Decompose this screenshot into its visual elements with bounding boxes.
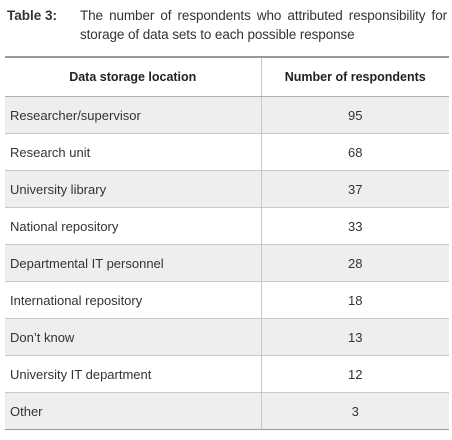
- cell-location: National repository: [5, 207, 261, 245]
- cell-count: 28: [260, 244, 449, 282]
- cell-location: International repository: [5, 281, 261, 319]
- cell-count: 37: [260, 170, 449, 208]
- cell-count: 18: [260, 281, 449, 319]
- table-caption-label: Table 3:: [7, 8, 58, 23]
- cell-location: University library: [5, 170, 261, 208]
- cell-count: 95: [260, 96, 449, 134]
- cell-count: 68: [260, 133, 449, 171]
- table-row: National repository 33: [5, 207, 449, 245]
- cell-location: Research unit: [5, 133, 261, 171]
- column-header-location: Data storage location: [5, 56, 261, 97]
- table-row: University library 37: [5, 170, 449, 208]
- table-row: Don’t know 13: [5, 318, 449, 356]
- cell-location: Other: [5, 392, 261, 430]
- cell-count: 33: [260, 207, 449, 245]
- table-row: Other 3: [5, 392, 449, 430]
- table-header-row: Data storage location Number of responde…: [5, 56, 449, 97]
- table-row: International repository 18: [5, 281, 449, 319]
- cell-location: Departmental IT personnel: [5, 244, 261, 282]
- cell-location: Don’t know: [5, 318, 261, 356]
- table-caption-text: The number of respondents who attributed…: [80, 8, 447, 42]
- cell-location: Researcher/supervisor: [5, 96, 261, 134]
- cell-count: 13: [260, 318, 449, 356]
- cell-count: 12: [260, 355, 449, 393]
- table-row: Research unit 68: [5, 133, 449, 171]
- data-table: Data storage location Number of responde…: [5, 56, 449, 430]
- table-caption: Table 3: The number of respondents who a…: [7, 6, 447, 44]
- table-row: University IT department 12: [5, 355, 449, 393]
- column-header-count: Number of respondents: [260, 56, 449, 97]
- table-row: Departmental IT personnel 28: [5, 244, 449, 282]
- cell-count: 3: [260, 392, 449, 430]
- table-row: Researcher/supervisor 95: [5, 96, 449, 134]
- cell-location: University IT department: [5, 355, 261, 393]
